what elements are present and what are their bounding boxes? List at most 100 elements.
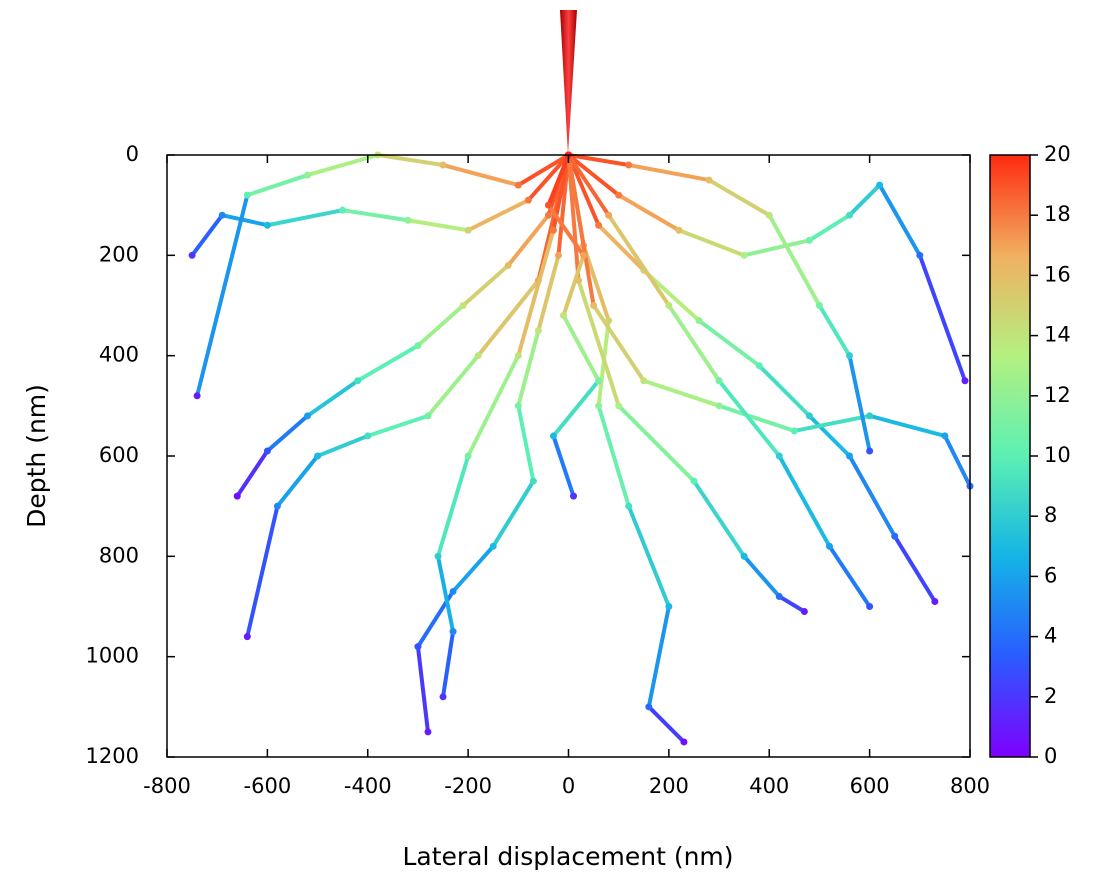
- y-tick-label: 1200: [86, 744, 139, 768]
- trajectory-segment: [717, 403, 797, 433]
- trajectory-point: [625, 161, 633, 169]
- plot-area: [188, 151, 974, 746]
- trajectory-segment: [561, 253, 586, 318]
- trajectory-point: [529, 477, 537, 485]
- trajectory-point: [941, 432, 949, 440]
- trajectory-segment: [441, 629, 456, 699]
- trajectory-point: [304, 412, 312, 420]
- trajectory-point: [474, 352, 482, 360]
- trajectory-point: [775, 452, 783, 460]
- trajectory-segment: [847, 183, 882, 218]
- trajectory-point: [680, 738, 688, 746]
- trajectory-segment: [576, 278, 621, 408]
- trajectory-point: [876, 181, 884, 189]
- trajectory-segment: [516, 403, 536, 484]
- y-tick-label: 200: [99, 242, 139, 266]
- y-tick-label: 800: [99, 543, 139, 567]
- trajectory-point: [595, 377, 603, 385]
- trajectory-point: [464, 226, 472, 234]
- trajectory-segment: [235, 448, 270, 499]
- x-tick-label: -600: [244, 774, 292, 798]
- trajectory-segment: [566, 153, 631, 168]
- trajectory-point: [615, 402, 623, 410]
- trajectory-segment: [847, 454, 897, 539]
- trajectory-segment: [581, 243, 611, 323]
- x-tick-label: 800: [950, 774, 990, 798]
- colorbar-tick-label: 10: [1044, 443, 1071, 467]
- trajectory-point: [605, 211, 613, 219]
- trajectory-point: [775, 592, 783, 600]
- trajectory-point: [364, 432, 372, 440]
- trajectory-point: [339, 206, 347, 214]
- trajectory-point: [825, 542, 833, 550]
- trajectory-segment: [566, 153, 601, 228]
- trajectory-point: [675, 226, 683, 234]
- trajectory-segment: [516, 153, 571, 188]
- trajectory-segment: [596, 223, 646, 273]
- trajectory-segment: [551, 433, 576, 499]
- x-tick-label: -400: [344, 774, 392, 798]
- trajectory-segment: [676, 228, 747, 258]
- trajectory-point: [534, 327, 542, 335]
- trajectory-segment: [245, 504, 280, 639]
- trajectory-segment: [892, 534, 937, 604]
- trajectory-point: [866, 412, 874, 420]
- trajectory-segment: [491, 479, 536, 549]
- trajectory-point: [790, 427, 798, 435]
- trajectory-segment: [451, 544, 496, 594]
- trajectory-segment: [436, 454, 471, 559]
- trajectory-segment: [526, 153, 571, 203]
- trajectory-point: [695, 317, 703, 325]
- trajectory-segment: [245, 173, 310, 198]
- trajectory-segment: [195, 193, 250, 398]
- trajectory-segment: [476, 278, 541, 358]
- trajectory-segment: [827, 544, 872, 609]
- trajectory-point: [263, 221, 271, 229]
- trajectory-segment: [707, 178, 772, 218]
- y-axis-label: Depth (nm): [22, 384, 51, 528]
- x-tick-label: 0: [562, 774, 575, 798]
- trajectory-segment: [275, 454, 320, 509]
- colorbar-tick-label: 6: [1044, 563, 1057, 587]
- colorbar-tick-label: 0: [1044, 744, 1057, 768]
- trajectory-segment: [641, 378, 722, 408]
- trajectory-point: [544, 201, 552, 209]
- trajectory-segment: [516, 228, 556, 358]
- trajectory-point: [218, 211, 226, 219]
- colorbar: [989, 154, 1031, 758]
- trajectory-segment: [867, 413, 947, 438]
- trajectory-point: [439, 693, 447, 701]
- trajectory-segment: [265, 208, 345, 228]
- trajectory-segment: [666, 303, 722, 383]
- trajectory-point: [434, 552, 442, 560]
- trajectory-segment: [942, 433, 972, 489]
- trajectory-point: [464, 452, 472, 460]
- colorbar-tick-label: 4: [1044, 624, 1057, 648]
- trajectory-segment: [305, 153, 380, 178]
- trajectory-segment: [415, 303, 466, 348]
- x-tick-label: -800: [143, 774, 191, 798]
- trajectory-segment: [847, 353, 872, 453]
- trajectory-segment: [405, 218, 471, 233]
- electron-beam: [560, 10, 577, 155]
- trajectory-segment: [566, 153, 596, 308]
- y-tick-label: 0: [126, 142, 139, 166]
- trajectory-point: [314, 452, 322, 460]
- trajectory-point: [590, 302, 598, 309]
- trajectory-segment: [551, 378, 601, 438]
- trajectory-point: [595, 221, 603, 229]
- trajectory-segment: [546, 153, 571, 208]
- trajectory-point: [625, 502, 633, 510]
- colorbar-tick-label: 2: [1044, 684, 1057, 708]
- trajectory-point: [554, 251, 562, 259]
- x-tick-label: 200: [649, 774, 689, 798]
- trajectory-segment: [591, 303, 646, 383]
- trajectory-point: [715, 377, 723, 385]
- colorbar-tick-label: 12: [1044, 383, 1071, 407]
- trajectory-segment: [546, 203, 586, 258]
- trajectory-segment: [516, 328, 541, 408]
- trajectory-segment: [626, 504, 671, 609]
- trajectory-point: [193, 392, 201, 400]
- trajectory-point: [800, 608, 808, 616]
